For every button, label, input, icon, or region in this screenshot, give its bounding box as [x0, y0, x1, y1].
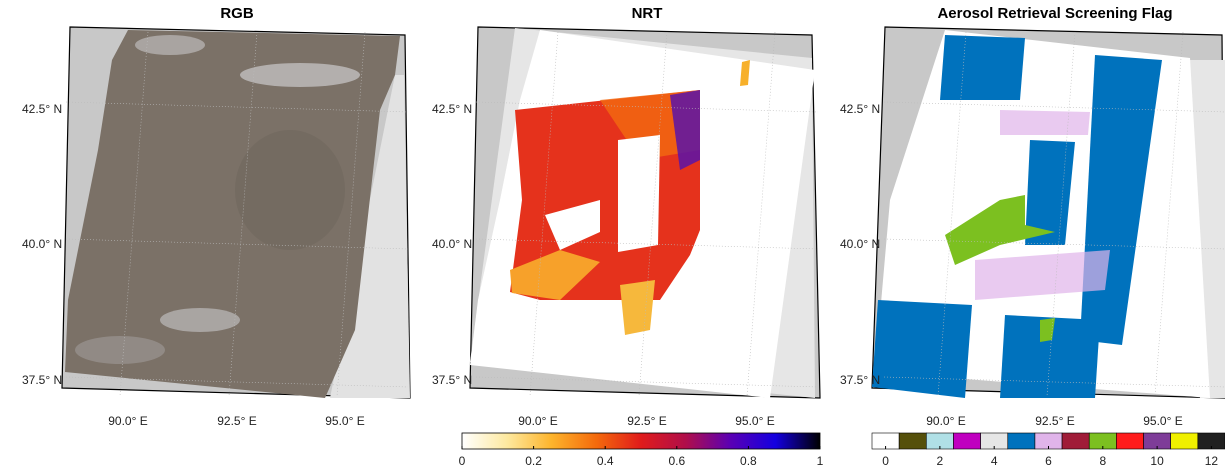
aod-gap	[545, 200, 600, 250]
grid-line	[1046, 31, 1076, 397]
grid-line	[883, 238, 1225, 250]
lat-label: 42.5° N	[840, 102, 880, 116]
grid-line	[475, 238, 819, 250]
aod-field	[670, 90, 700, 170]
panel-title: RGB	[220, 5, 254, 22]
map-nrt	[469, 26, 821, 399]
colorbar-tick-label: 0	[882, 454, 889, 468]
colorbar-swatch	[953, 432, 981, 450]
cloud	[240, 63, 360, 87]
lat-label: 40.0° N	[22, 237, 62, 251]
cloud	[135, 35, 205, 55]
colorbar	[461, 432, 821, 450]
flag-region	[975, 250, 1110, 300]
lat-label: 42.5° N	[22, 102, 62, 116]
lat-label: 37.5° N	[432, 373, 472, 387]
colorbar-tick-label: 1	[817, 454, 824, 468]
panel-title: Aerosol Retrieval Screening Flag	[937, 5, 1172, 22]
grid-line	[65, 101, 409, 113]
grid-line	[937, 31, 967, 397]
grid-line	[336, 31, 366, 397]
grid-line	[65, 376, 409, 388]
grid-line	[475, 101, 819, 113]
aod-field	[510, 250, 600, 300]
colorbar-tick-label: 0.6	[668, 454, 685, 468]
colorbar-tick-label: 6	[1045, 454, 1052, 468]
lon-label: 92.5° E	[627, 414, 667, 428]
terrain	[235, 130, 345, 250]
haze	[75, 336, 165, 364]
lon-label: 90.0° E	[108, 414, 148, 428]
map-rgb	[61, 26, 411, 399]
aod-field	[740, 60, 750, 86]
lon-label: 92.5° E	[1035, 414, 1075, 428]
flag-region	[1000, 315, 1100, 398]
grid-line	[883, 376, 1225, 388]
rgb-swath	[65, 30, 400, 398]
flag-region	[872, 300, 972, 398]
flag-region	[1000, 110, 1090, 135]
graticule	[65, 31, 1225, 397]
map-flag	[871, 26, 1225, 399]
lat-label: 37.5° N	[22, 373, 62, 387]
colorbar-swatch	[1007, 432, 1036, 450]
grid-line	[228, 31, 258, 397]
colorbar-tick-label: 4	[991, 454, 998, 468]
cloud	[160, 308, 240, 332]
colorbar-swatch	[1170, 432, 1199, 450]
lon-label: 90.0° E	[518, 414, 558, 428]
grid-line	[746, 31, 776, 397]
grid-line	[529, 31, 559, 397]
colorbar-tick-label: 0.8	[740, 454, 757, 468]
grid-line	[1154, 31, 1184, 397]
colorbar-tick-label: 10	[1150, 454, 1164, 468]
grid-line	[65, 238, 409, 250]
colorbar-swatch	[898, 432, 927, 450]
lat-label: 40.0° N	[840, 237, 880, 251]
flag-region	[1040, 318, 1055, 342]
colorbar-tick-label: 8	[1099, 454, 1106, 468]
grid-line	[119, 31, 149, 397]
flag-region	[945, 195, 1055, 265]
colorbar-tick-label: 0.2	[525, 454, 542, 468]
grid-line	[638, 31, 668, 397]
panel-title: NRT	[632, 5, 663, 22]
aod-field	[620, 280, 655, 335]
colorbar-tick-label: 0.4	[597, 454, 614, 468]
flag-region	[1025, 140, 1075, 245]
colorbar-swatch	[1116, 432, 1144, 450]
lon-label: 95.0° E	[325, 414, 365, 428]
flag-region	[940, 35, 1025, 100]
lon-label: 90.0° E	[926, 414, 966, 428]
grid-line	[883, 101, 1225, 113]
lon-label: 95.0° E	[735, 414, 775, 428]
lat-label: 37.5° N	[840, 373, 880, 387]
lon-label: 95.0° E	[1143, 414, 1183, 428]
lat-label: 42.5° N	[432, 102, 472, 116]
aod-gap	[618, 135, 660, 252]
lat-label: 40.0° N	[432, 237, 472, 251]
colorbar-swatch	[1061, 432, 1090, 450]
colorbar-tick-label: 12	[1205, 454, 1219, 468]
colorbar-tick-label: 0	[459, 454, 466, 468]
lon-label: 92.5° E	[217, 414, 257, 428]
colorbar-tick-label: 2	[937, 454, 944, 468]
grid-line	[475, 376, 819, 388]
